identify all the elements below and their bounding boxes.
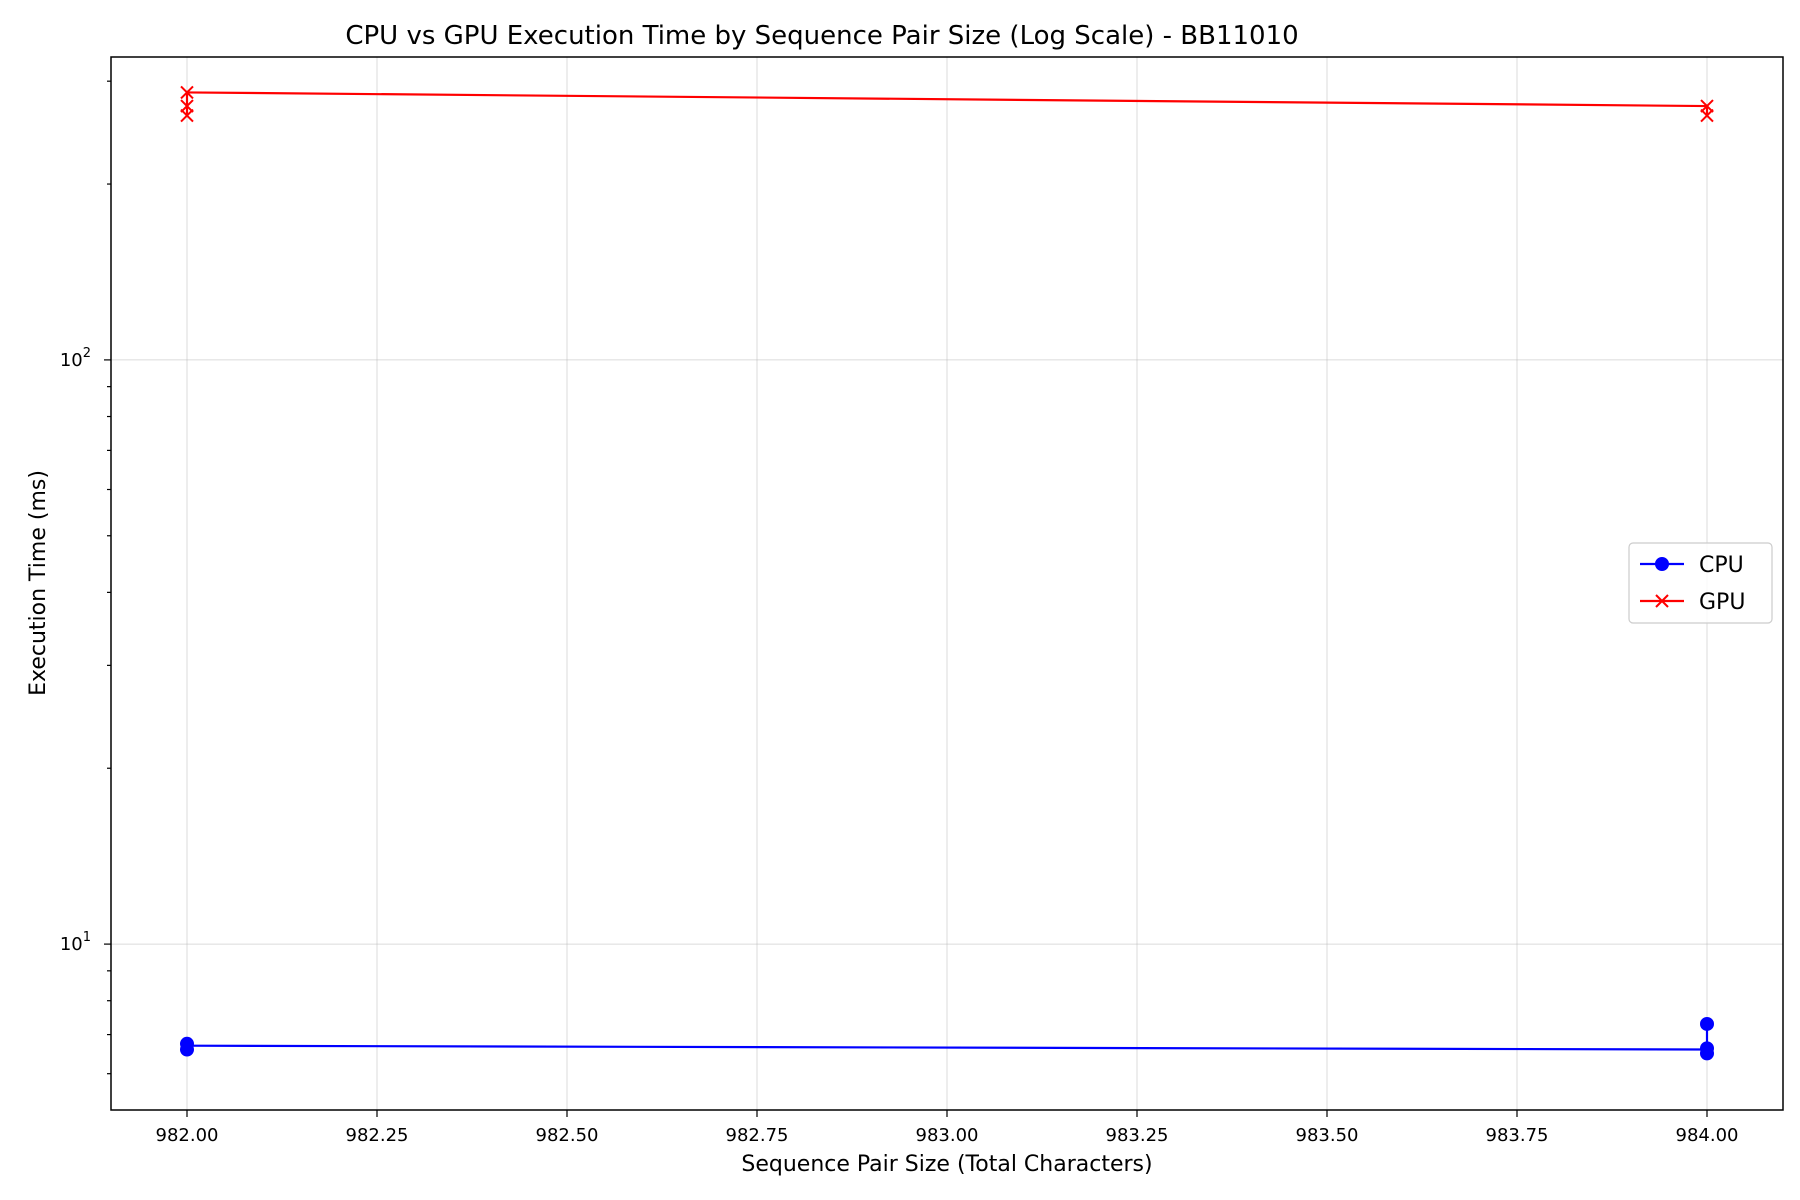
x-tick-label: 983.25: [1106, 1125, 1169, 1146]
cpu-point: [180, 1042, 194, 1057]
gpu-line: [186, 91, 1708, 108]
cpu-line: [186, 1044, 1708, 1051]
grid: [111, 57, 1783, 1110]
x-tick-label: 983.50: [1296, 1125, 1359, 1146]
x-tick-label: 982.25: [346, 1125, 409, 1146]
legend-entry-cpu: CPU: [1640, 553, 1744, 578]
x-tick-label: 983.00: [916, 1125, 979, 1146]
legend-marker-cpu: [1655, 557, 1669, 571]
series-layer: [180, 85, 1714, 1061]
gpu-point: [180, 99, 194, 113]
legend-entry-gpu: GPU: [1640, 590, 1745, 615]
legend-label-gpu: GPU: [1699, 590, 1745, 615]
chart-title: CPU vs GPU Execution Time by Sequence Pa…: [345, 21, 1298, 51]
x-tick-label: 983.75: [1486, 1125, 1549, 1146]
y-tick-label-base: 10: [60, 934, 83, 955]
series-cpu: [180, 1016, 1714, 1061]
x-tick-label: 982.00: [156, 1125, 219, 1146]
series-gpu: [180, 85, 1714, 123]
y-tick-label: 101: [60, 930, 91, 955]
x-axis-label: Sequence Pair Size (Total Characters): [741, 1152, 1152, 1177]
legend: CPU GPU: [1628, 542, 1773, 624]
gpu-point: [180, 85, 194, 100]
y-tick-label-base: 10: [60, 350, 83, 371]
cpu-point: [1700, 1016, 1714, 1031]
x-tick-label: 982.50: [536, 1125, 599, 1146]
x-axis: 982.00 982.25 982.50 982.75 983.00 983.25 983.…: [156, 1110, 1739, 1146]
legend-label-cpu: CPU: [1699, 553, 1744, 578]
y-axis-label: Execution Time (ms): [26, 470, 51, 696]
gpu-point: [180, 108, 194, 123]
legend-marker-gpu: [1655, 594, 1669, 608]
cpu-point: [1700, 1046, 1714, 1061]
x-tick-label: 984.00: [1676, 1125, 1739, 1146]
gpu-point: [1700, 108, 1714, 123]
y-tick-label-exp: 1: [83, 930, 91, 945]
x-tick-label: 982.75: [726, 1125, 789, 1146]
y-tick-label-exp: 2: [83, 346, 91, 361]
gpu-point: [1700, 99, 1714, 113]
y-tick-label: 102: [60, 346, 91, 371]
